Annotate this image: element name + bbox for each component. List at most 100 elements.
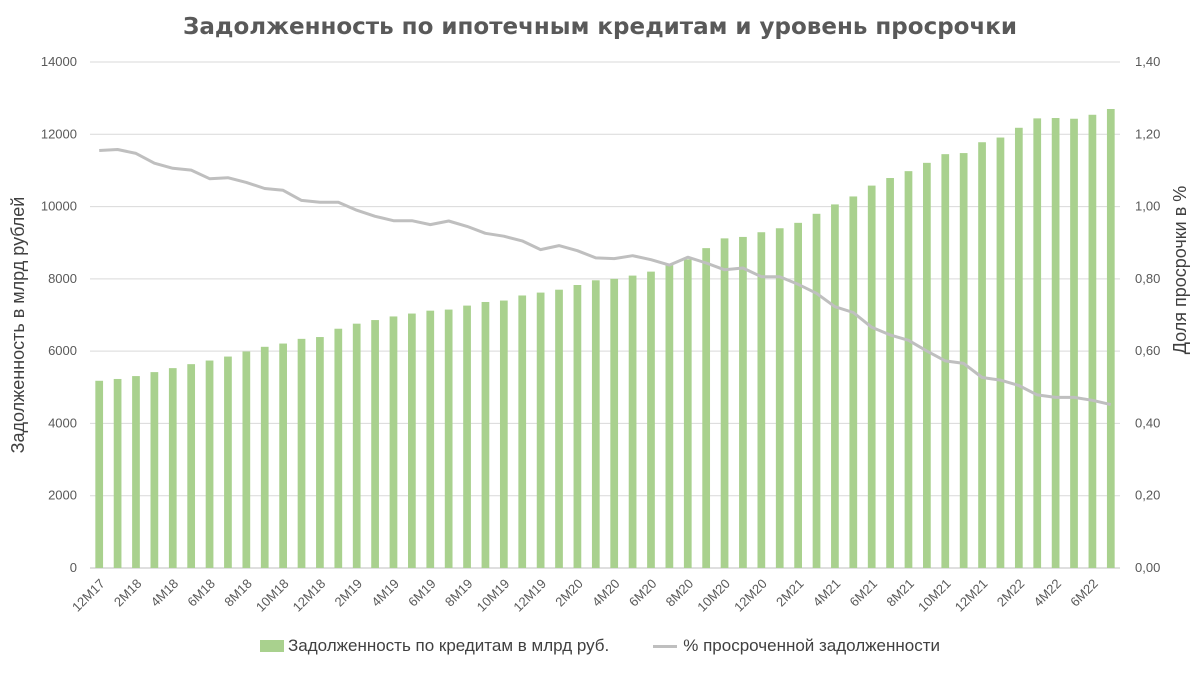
bar: [499, 300, 508, 568]
x-tick-label: 8M18: [221, 576, 255, 610]
bar: [812, 213, 821, 569]
bar: [573, 285, 582, 568]
x-tick-label: 12M19: [510, 576, 549, 615]
bar: [205, 360, 214, 568]
bar: [518, 295, 527, 568]
legend-item-debt: Задолженность по кредитам в млрд руб.: [259, 636, 610, 656]
right-tick-label: 1,00: [1135, 199, 1160, 214]
bar: [260, 346, 269, 568]
x-tick-label: 6M20: [626, 576, 660, 610]
x-tick-label: 4M21: [810, 576, 844, 610]
x-tick-label: 2M20: [552, 576, 586, 610]
bar: [849, 196, 858, 569]
x-tick-label: 10M19: [474, 576, 513, 615]
legend: Задолженность по кредитам в млрд руб. % …: [0, 636, 1200, 656]
bar: [757, 232, 766, 569]
bar: [1070, 118, 1078, 568]
right-axis-title: Доля просрочки в %: [1170, 186, 1190, 355]
bar: [555, 289, 563, 568]
legend-label-debt: Задолженность по кредитам в млрд руб.: [287, 636, 610, 655]
bar: [591, 280, 600, 568]
bar: [279, 343, 287, 568]
x-tick-label: 10M20: [694, 576, 733, 615]
right-tick-label: 0,60: [1135, 343, 1160, 358]
left-tick-label: 0: [70, 560, 77, 575]
right-tick-label: 1,40: [1135, 54, 1160, 69]
bar: [1106, 108, 1115, 568]
x-tick-label: 8M21: [883, 576, 917, 610]
line-series: [99, 148, 1112, 407]
right-axis-ticks: 0,00 0,20 0,40 0,60 0,80 1,00 1,20 1,40: [1135, 54, 1160, 575]
bar: [316, 337, 324, 568]
x-tick-label: 2M19: [332, 576, 366, 610]
bar: [95, 380, 104, 568]
legend-bar-swatch: [259, 640, 284, 652]
bar: [647, 271, 655, 568]
bar: [978, 142, 986, 569]
bar: [775, 228, 784, 568]
bar: [886, 178, 894, 569]
left-tick-label: 2000: [48, 488, 77, 503]
bar: [904, 171, 913, 568]
right-tick-label: 1,20: [1135, 126, 1160, 141]
legend-item-overdue: % просроченной задолженности: [653, 636, 940, 656]
right-tick-label: 0,40: [1135, 415, 1160, 430]
left-tick-label: 4000: [48, 415, 77, 430]
left-tick-label: 6000: [48, 343, 77, 358]
x-tick-label: 2M22: [994, 576, 1028, 610]
bar: [702, 248, 711, 568]
x-tick-label: 4M19: [368, 576, 402, 610]
x-tick-label: 8M20: [663, 576, 697, 610]
bar: [334, 328, 343, 568]
right-tick-label: 0,00: [1135, 560, 1160, 575]
x-tick-label: 2M21: [773, 576, 807, 610]
x-tick-label: 12M21: [952, 576, 991, 615]
right-tick-label: 0,80: [1135, 271, 1160, 286]
bar: [683, 259, 692, 568]
bar: [242, 351, 251, 568]
x-tick-label: 2M18: [111, 576, 145, 610]
x-tick-label: 12M17: [69, 576, 108, 615]
left-tick-label: 14000: [41, 54, 77, 69]
x-tick-label: 12M20: [731, 576, 770, 615]
overdue-line: [99, 148, 1112, 407]
x-tick-label: 10M18: [253, 576, 292, 615]
x-tick-label: 4M20: [589, 576, 623, 610]
bar: [628, 275, 637, 568]
bar: [1033, 118, 1042, 568]
bar: [959, 153, 968, 568]
x-tick-label: 6M19: [405, 576, 439, 610]
left-axis-title: Задолженность в млрд рублей: [8, 197, 28, 454]
left-tick-label: 10000: [41, 199, 77, 214]
bar-series: [95, 108, 1115, 569]
bar: [389, 316, 398, 568]
left-tick-label: 12000: [41, 126, 77, 141]
bar: [867, 185, 876, 568]
bar: [831, 204, 839, 568]
legend-line-swatch: [653, 644, 678, 648]
bar: [720, 238, 729, 568]
bar: [371, 320, 379, 568]
x-tick-label: 6M21: [847, 576, 881, 610]
bar: [1088, 114, 1097, 569]
bar: [794, 222, 802, 569]
bar: [444, 309, 453, 568]
x-tick-label: 12M18: [290, 576, 329, 615]
legend-label-overdue: % просроченной задолженности: [683, 636, 941, 655]
bar: [132, 376, 140, 568]
left-axis-ticks: 0 2000 4000 6000 8000 10000 12000 14000: [41, 54, 77, 575]
chart-title: Задолженность по ипотечным кредитам и ур…: [183, 14, 1017, 40]
bar: [739, 236, 747, 568]
x-tick-label: 6M18: [184, 576, 218, 610]
bar: [665, 264, 674, 568]
x-tick-label: 10M21: [915, 576, 954, 615]
bar: [426, 310, 435, 568]
bar: [996, 137, 1005, 568]
bar: [481, 301, 490, 568]
bar: [187, 364, 196, 568]
left-tick-label: 8000: [48, 271, 77, 286]
bar: [113, 378, 122, 568]
bar: [224, 356, 232, 568]
bar: [150, 372, 159, 568]
